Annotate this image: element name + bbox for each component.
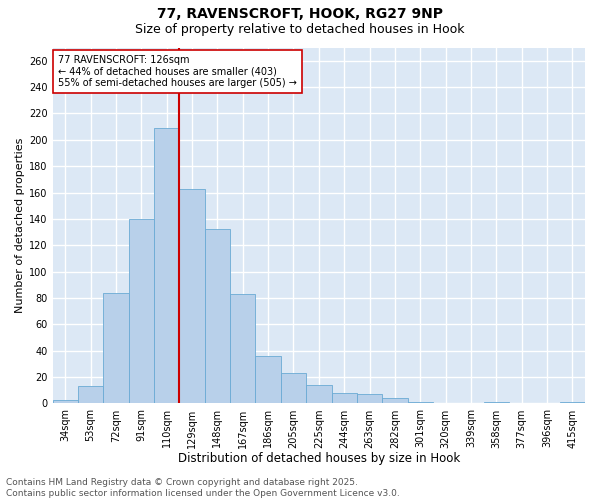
Text: Size of property relative to detached houses in Hook: Size of property relative to detached ho… [135, 22, 465, 36]
Bar [78, 386, 103, 404]
Bar [154, 128, 179, 404]
Bar [281, 373, 306, 404]
Bar [230, 294, 256, 404]
Bar [103, 292, 129, 404]
Y-axis label: Number of detached properties: Number of detached properties [15, 138, 25, 313]
Text: 77 RAVENSCROFT: 126sqm
← 44% of detached houses are smaller (403)
55% of semi-de: 77 RAVENSCROFT: 126sqm ← 44% of detached… [58, 54, 297, 88]
Bar [560, 402, 585, 404]
Text: Contains HM Land Registry data © Crown copyright and database right 2025.
Contai: Contains HM Land Registry data © Crown c… [6, 478, 400, 498]
Bar [357, 394, 382, 404]
Bar [256, 356, 281, 404]
Text: 77, RAVENSCROFT, HOOK, RG27 9NP: 77, RAVENSCROFT, HOOK, RG27 9NP [157, 8, 443, 22]
Bar [407, 402, 433, 404]
Bar [332, 393, 357, 404]
Bar [306, 385, 332, 404]
Bar [205, 230, 230, 404]
Bar [179, 188, 205, 404]
Bar [53, 400, 78, 404]
Bar [382, 398, 407, 404]
Bar [484, 402, 509, 404]
X-axis label: Distribution of detached houses by size in Hook: Distribution of detached houses by size … [178, 452, 460, 465]
Bar [129, 219, 154, 404]
